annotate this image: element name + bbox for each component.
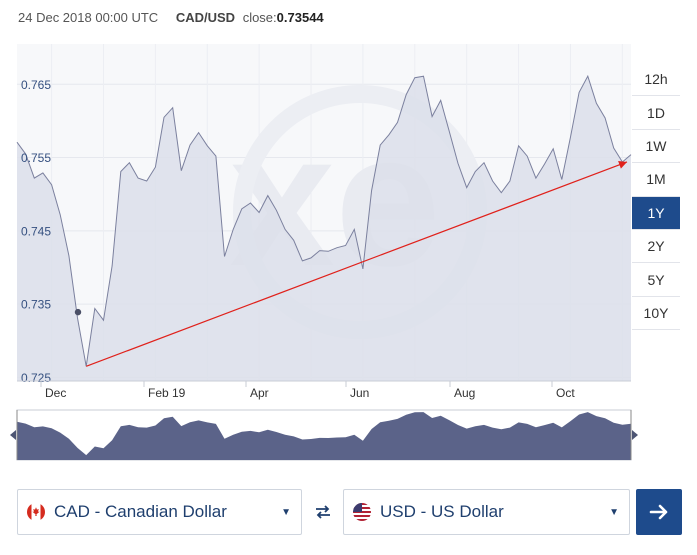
start-point-marker <box>74 308 82 316</box>
close-value: 0.73544 <box>276 10 324 25</box>
navigator-area <box>17 412 631 460</box>
y-tick-label: 0.725 <box>21 371 51 385</box>
x-tick-label: Dec <box>45 386 66 400</box>
range-selector: 12h 1D 1W 1M 1Y 2Y 5Y 10Y <box>632 63 680 331</box>
y-tick-label: 0.755 <box>21 151 51 165</box>
range-button-10y[interactable]: 10Y <box>632 296 680 331</box>
trend-arrowhead-icon <box>618 161 627 169</box>
range-button-1d[interactable]: 1D <box>632 96 680 130</box>
to-currency-label: USD - US Dollar <box>380 502 504 521</box>
us-flag-icon <box>353 503 371 521</box>
y-tick-label: 0.735 <box>21 298 51 312</box>
from-currency-label: CAD - Canadian Dollar <box>54 502 227 521</box>
timestamp: 24 Dec 2018 00:00 UTC <box>18 10 159 25</box>
close-label: close: <box>242 10 277 25</box>
from-currency-select[interactable]: CAD - Canadian Dollar ▼ <box>17 489 302 535</box>
x-tick-label: Feb 19 <box>148 386 186 400</box>
currency-pair: CAD/USD <box>175 10 236 25</box>
navigator-left-handle-icon[interactable] <box>10 430 16 440</box>
chart-navigator[interactable] <box>0 404 697 468</box>
y-tick-label: 0.765 <box>21 78 51 92</box>
convert-button[interactable] <box>636 489 682 535</box>
rate-line <box>16 74 632 367</box>
swap-currencies-icon[interactable] <box>313 502 333 522</box>
navigator-right-handle-icon[interactable] <box>632 430 638 440</box>
chevron-down-icon: ▼ <box>609 506 619 518</box>
y-tick-label: 0.745 <box>21 224 51 238</box>
range-button-2y[interactable]: 2Y <box>632 229 680 264</box>
x-tick-label: Apr <box>250 386 269 400</box>
x-tick-label: Aug <box>454 386 475 400</box>
trend-line <box>85 161 628 367</box>
x-tick-label: Jun <box>350 386 369 400</box>
chevron-down-icon: ▼ <box>281 506 291 518</box>
chart-header: 24 Dec 2018 00:00 UTC CAD/USD close:0.73… <box>18 10 324 25</box>
range-button-1m[interactable]: 1M <box>632 163 680 197</box>
canada-flag-icon <box>27 503 45 521</box>
to-currency-select[interactable]: USD - US Dollar ▼ <box>343 489 630 535</box>
range-button-1w[interactable]: 1W <box>632 129 680 164</box>
x-tick-label: Oct <box>556 386 575 400</box>
rate-area <box>17 76 631 381</box>
range-button-1y[interactable]: 1Y <box>632 196 680 230</box>
range-button-12h[interactable]: 12h <box>632 63 680 97</box>
arrow-right-icon <box>649 504 668 520</box>
range-button-5y[interactable]: 5Y <box>632 263 680 297</box>
